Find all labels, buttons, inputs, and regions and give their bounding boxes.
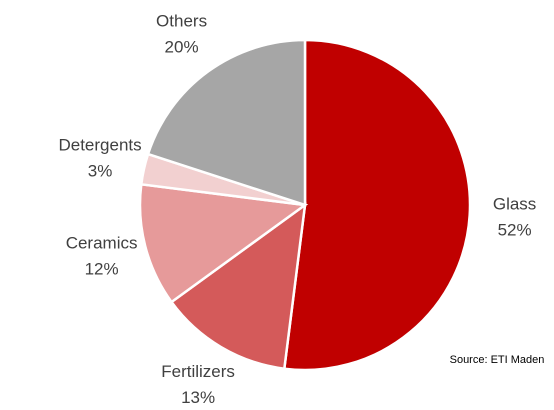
pie-slice [138, 182, 309, 304]
slice-value: 13% [181, 388, 215, 407]
slice-value: 52% [498, 221, 532, 240]
pie [138, 38, 472, 372]
source-note: Source: ETI Maden [450, 354, 545, 366]
slice-value: 3% [88, 162, 113, 181]
slice-label: Fertilizers [161, 362, 235, 381]
labels: Glass 52% Fertilizers 13% Ceramics 12% Deterge… [58, 12, 536, 408]
slice-label: Detergents [58, 136, 141, 155]
pie-slice [146, 38, 307, 207]
slice-label: Ceramics [66, 234, 138, 253]
slice-label: Glass [493, 195, 536, 214]
slice-value: 20% [165, 38, 199, 57]
slice-label: Others [156, 12, 207, 31]
slice-value: 12% [85, 260, 119, 279]
pie-slice [282, 38, 472, 372]
pie-slice [169, 202, 307, 371]
